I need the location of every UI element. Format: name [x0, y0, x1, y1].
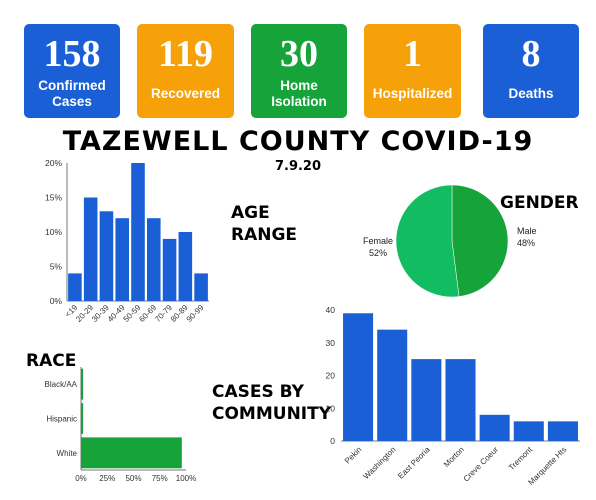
- community-x-tick-label: Morton: [442, 445, 466, 469]
- gender-slice-female: [395, 184, 460, 298]
- race-heading: RACE: [26, 351, 77, 371]
- age-y-tick-label: 10%: [45, 227, 62, 237]
- gender-pct-female: 52%: [369, 248, 387, 258]
- gender-label-female: Female: [363, 236, 393, 246]
- age-bar: [194, 273, 208, 301]
- race-chart: Black/AA Hispanic White 0% 25% 50% 75% 100%: [45, 367, 196, 483]
- hospitalized-card: 1 Hospitalized: [364, 24, 461, 118]
- community-x-tick-label: Creve Coeur: [462, 445, 501, 484]
- race-x-tick-label: 100%: [176, 474, 196, 483]
- race-x-tick-label: 50%: [125, 474, 141, 483]
- recovered-value: 119: [158, 33, 213, 75]
- report-date: 7.9.20: [274, 159, 322, 174]
- recovered-label: Recovered: [150, 86, 221, 101]
- race-bar: [81, 368, 84, 400]
- community-y-tick-label: 20: [326, 371, 336, 381]
- community-bar: [343, 313, 374, 441]
- home-isolation-label: Home Isolation: [271, 78, 327, 109]
- age-bar: [99, 211, 114, 301]
- age-bar: [131, 163, 145, 301]
- age-bar: [162, 238, 177, 301]
- community-x-tick-label: East Peoria: [396, 445, 432, 481]
- race-bar: [81, 437, 182, 469]
- confirmed-cases-value: 158: [43, 33, 101, 75]
- race-category-label: Black/AA: [45, 380, 78, 389]
- community-bar: [547, 421, 578, 441]
- community-y-tick-label: 40: [326, 305, 336, 315]
- age-x-tick-label: 90-99: [185, 303, 206, 324]
- race-x-tick-label: 0%: [75, 474, 87, 483]
- recovered-card: 119 Recovered: [137, 24, 234, 118]
- cases-by-community-heading: CASES BY COMMUNITY: [212, 382, 332, 424]
- community-x-tick-label: Washington: [362, 445, 398, 481]
- hospitalized-value: 1: [403, 33, 422, 75]
- gender-label-male: Male: [517, 226, 537, 236]
- home-isolation-card: 30 Home Isolation: [251, 24, 347, 118]
- age-y-tick-label: 15%: [45, 193, 62, 203]
- community-bar: [479, 414, 510, 441]
- confirmed-cases-label: Confirmed Cases: [38, 78, 106, 109]
- community-bar: [445, 359, 476, 441]
- race-category-label: Hispanic: [46, 415, 77, 424]
- age-bar: [83, 197, 98, 301]
- race-x-tick-label: 75%: [152, 474, 168, 483]
- home-isolation-value: 30: [280, 33, 318, 75]
- community-bar: [513, 421, 544, 441]
- page-title: TAZEWELL COUNTY COVID-19: [62, 126, 534, 157]
- community-bar: [411, 359, 442, 441]
- gender-slice-male: [451, 184, 509, 297]
- age-y-tick-label: 20%: [45, 158, 62, 168]
- deaths-label: Deaths: [508, 86, 554, 101]
- community-y-tick-label: 30: [326, 338, 336, 348]
- age-range-heading: AGE RANGE: [231, 203, 298, 245]
- gender-pct-male: 48%: [517, 238, 535, 248]
- deaths-card: 8 Deaths: [483, 24, 579, 118]
- community-y-tick-label: 0: [330, 436, 335, 446]
- race-category-label: White: [57, 449, 78, 458]
- age-range-chart: 0%5%10%15%20%<1920-2930-3940-4950-5960-6…: [45, 158, 209, 324]
- gender-pie-chart: Female 52% Male 48%: [363, 184, 537, 298]
- age-bar: [115, 218, 130, 301]
- community-bar: [377, 329, 408, 441]
- deaths-value: 8: [521, 33, 541, 75]
- age-y-tick-label: 0%: [50, 296, 63, 306]
- age-y-tick-label: 5%: [50, 262, 63, 272]
- race-bar: [81, 403, 84, 434]
- confirmed-cases-card: 158 Confirmed Cases: [24, 24, 120, 118]
- community-y-tick-label: 10: [326, 403, 336, 413]
- gender-heading: GENDER: [500, 193, 579, 213]
- community-x-tick-label: Pekin: [343, 445, 364, 466]
- community-x-tick-label: Tremont: [507, 445, 535, 473]
- age-bar: [68, 273, 82, 301]
- age-bar: [178, 232, 193, 301]
- age-bar: [146, 218, 161, 301]
- hospitalized-label: Hospitalized: [372, 86, 453, 101]
- race-x-tick-label: 25%: [99, 474, 115, 483]
